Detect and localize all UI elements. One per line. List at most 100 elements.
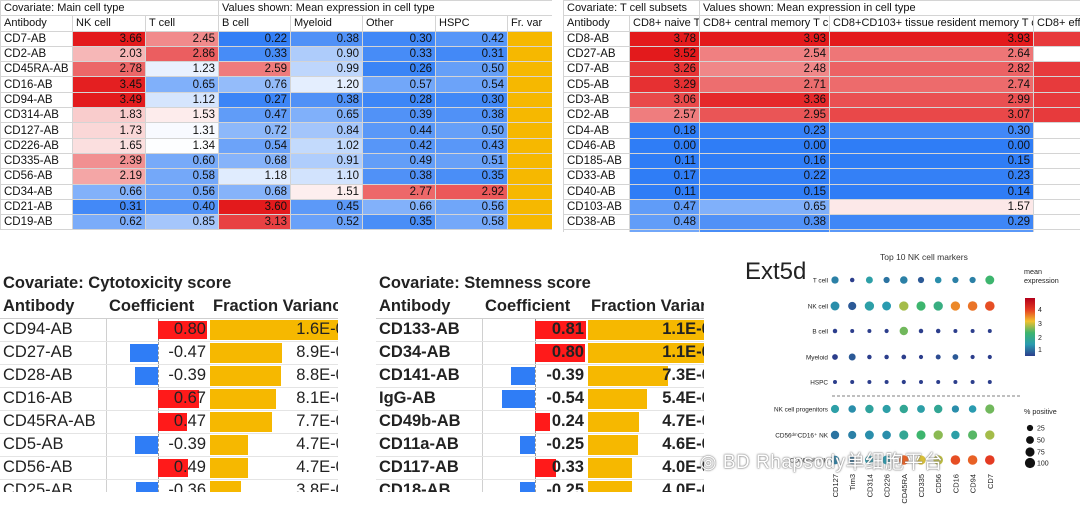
fraction-cell: 4.0E-02: [588, 456, 704, 480]
antibody-name: CD16-AB: [0, 387, 107, 411]
antibody-name: CD46-AB: [563, 137, 630, 154]
coefficient-cell: -0.25: [482, 479, 588, 492]
table-row: IgG-AB -0.54 5.4E-02: [376, 387, 704, 411]
expression-cell: 2.48: [699, 61, 831, 78]
table-row: CD45RA-AB 2.78 1.23 2.59 0.99 0.26 0.50: [0, 61, 552, 78]
antibody-name: CD2-AB: [563, 107, 630, 124]
fraction-cell: 4.7E-03: [210, 433, 338, 457]
dotplot-column-label: CD94: [969, 474, 978, 493]
expression-cell: 2.92: [435, 183, 508, 200]
expression-cell: 0.47: [218, 107, 291, 124]
antibody-name: CD3-AB: [563, 91, 630, 109]
stemness-title: Covariate: Stemness score: [379, 274, 591, 292]
column-header: Fraction Varianc: [210, 295, 338, 319]
dotplot-dot: [882, 404, 891, 414]
coefficient-cell: -0.39: [106, 433, 210, 457]
table-row: CD8-AB 3.78 3.93 3.93: [563, 30, 1080, 47]
zero-line: [158, 479, 160, 492]
expression-cell: 1.31: [145, 122, 219, 139]
expression-cell: 0.23: [699, 122, 831, 139]
table-row: CD185-AB 0.11 0.16 0.15: [563, 152, 1080, 170]
coefficient-cell: 0.80: [482, 341, 588, 365]
ext5d-label: Ext5d: [745, 258, 807, 285]
column-header: CD8+CD103+ tissue resident memory T c: [829, 15, 1035, 32]
expression-cell: 0.29: [829, 214, 1035, 231]
expression-cell: 0.91: [290, 152, 363, 170]
dotplot-dot: [985, 455, 995, 465]
dotplot-dot: [970, 354, 975, 360]
expression-cell: 0.72: [218, 122, 291, 139]
expression-cell: 0.31: [435, 45, 508, 63]
size-legend-dot: [1026, 424, 1034, 432]
table-row: CD27-AB 3.52 2.54 2.64: [563, 45, 1080, 63]
dotplot-dot: [832, 354, 838, 360]
antibody-name: CD19-AB: [0, 214, 73, 231]
antibody-name: CD27-AB: [0, 341, 107, 365]
values-label: Values shown: Mean expression in cell ty…: [699, 0, 1080, 17]
table-row: CD94-AB 3.49 1.12 0.27 0.38 0.28 0.30: [0, 91, 552, 109]
table-row: CD11a-AB -0.25 4.6E-02: [376, 433, 704, 457]
colorbar-tick: 4: [1038, 307, 1042, 314]
coefficient-cell: 0.81: [482, 318, 588, 342]
fraction-bar: [588, 342, 704, 363]
dotplot-dot: [899, 326, 908, 336]
coefficient-cell: 0.80: [106, 318, 210, 342]
expression-cell: 1.20: [290, 76, 363, 93]
fraction-cell: 3.8E-03: [210, 479, 338, 492]
expression-cell: 0.00: [829, 137, 1035, 154]
column-header: B cell: [218, 15, 291, 32]
dotplot-dot: [916, 430, 926, 440]
column-header: Antibody: [563, 15, 630, 32]
dotplot-dot: [864, 430, 874, 440]
expression-cell: 0.30: [362, 30, 436, 47]
expression-cell: 2.57: [628, 107, 701, 124]
table-row: Tim3-AB0.570.340.44: [563, 229, 1080, 232]
table-row: CD40-AB 0.11 0.15 0.14: [563, 183, 1080, 200]
expression-cell: 0.68: [218, 152, 291, 170]
coefficient-bar: [158, 412, 187, 431]
values-label: Values shown: Mean expression in cell ty…: [217, 0, 552, 17]
expression-cell: 2.03: [72, 45, 146, 63]
table-row: CD127-AB 1.73 1.31 0.72 0.84 0.44 0.50: [0, 122, 552, 139]
table-row: CD141-AB -0.39 7.3E-02: [376, 364, 704, 388]
dotplot-dot: [967, 455, 978, 465]
antibody-name: CD28-AB: [0, 364, 107, 388]
expression-cell: 2.86: [145, 45, 219, 63]
expression-cell: 0.66: [362, 198, 436, 216]
expression-cell: 0.49: [362, 152, 436, 170]
extra-cell: [1033, 76, 1080, 93]
coefficient-cell: -0.47: [106, 341, 210, 365]
zero-line: [535, 433, 537, 455]
fraction-bar: [210, 457, 249, 478]
expression-cell: 0.00: [628, 137, 701, 154]
antibody-name: CD34-AB: [376, 341, 483, 365]
table-row: CD27-AB -0.47 8.9E-03: [0, 341, 338, 365]
dotplot-dot: [849, 277, 855, 283]
dotplot-dot: [933, 301, 943, 311]
expression-cell: 0.38: [290, 30, 363, 47]
dotplot-title: Top 10 NK cell markers: [880, 252, 968, 262]
dotplot-dot: [987, 354, 992, 360]
fraction-cell: 7.7E-03: [210, 410, 338, 434]
fraction-cell: 5.4E-02: [588, 387, 704, 411]
coefficient-value: -0.25: [546, 481, 584, 492]
dotplot-column-label: CD314: [865, 474, 874, 497]
coefficient-cell: -0.54: [482, 387, 588, 411]
dotplot-dot: [916, 301, 926, 311]
antibody-name: CD38-AB: [563, 214, 630, 231]
expression-cell: 2.54: [699, 45, 831, 63]
dotplot-dot: [918, 354, 924, 360]
fraction-value: 1.1E-01: [662, 320, 704, 338]
expression-cell: 0.65: [699, 198, 831, 216]
expression-cell: 0.16: [699, 152, 831, 170]
table-row: CD2-AB 2.03 2.86 0.33 0.90 0.33 0.31: [0, 45, 552, 63]
dotplot-dot: [848, 430, 857, 440]
coefficient-value: 0.80: [173, 320, 206, 338]
dotplot-dot: [985, 404, 995, 414]
coefficient-value: 0.49: [173, 458, 206, 476]
antibody-name: CD7-AB: [563, 61, 630, 78]
coefficient-cell: -0.25: [482, 433, 588, 457]
extra-cell: [1033, 30, 1080, 47]
dotplot-column-label: CD45RA: [900, 474, 909, 504]
fraction-bar: [588, 457, 632, 478]
